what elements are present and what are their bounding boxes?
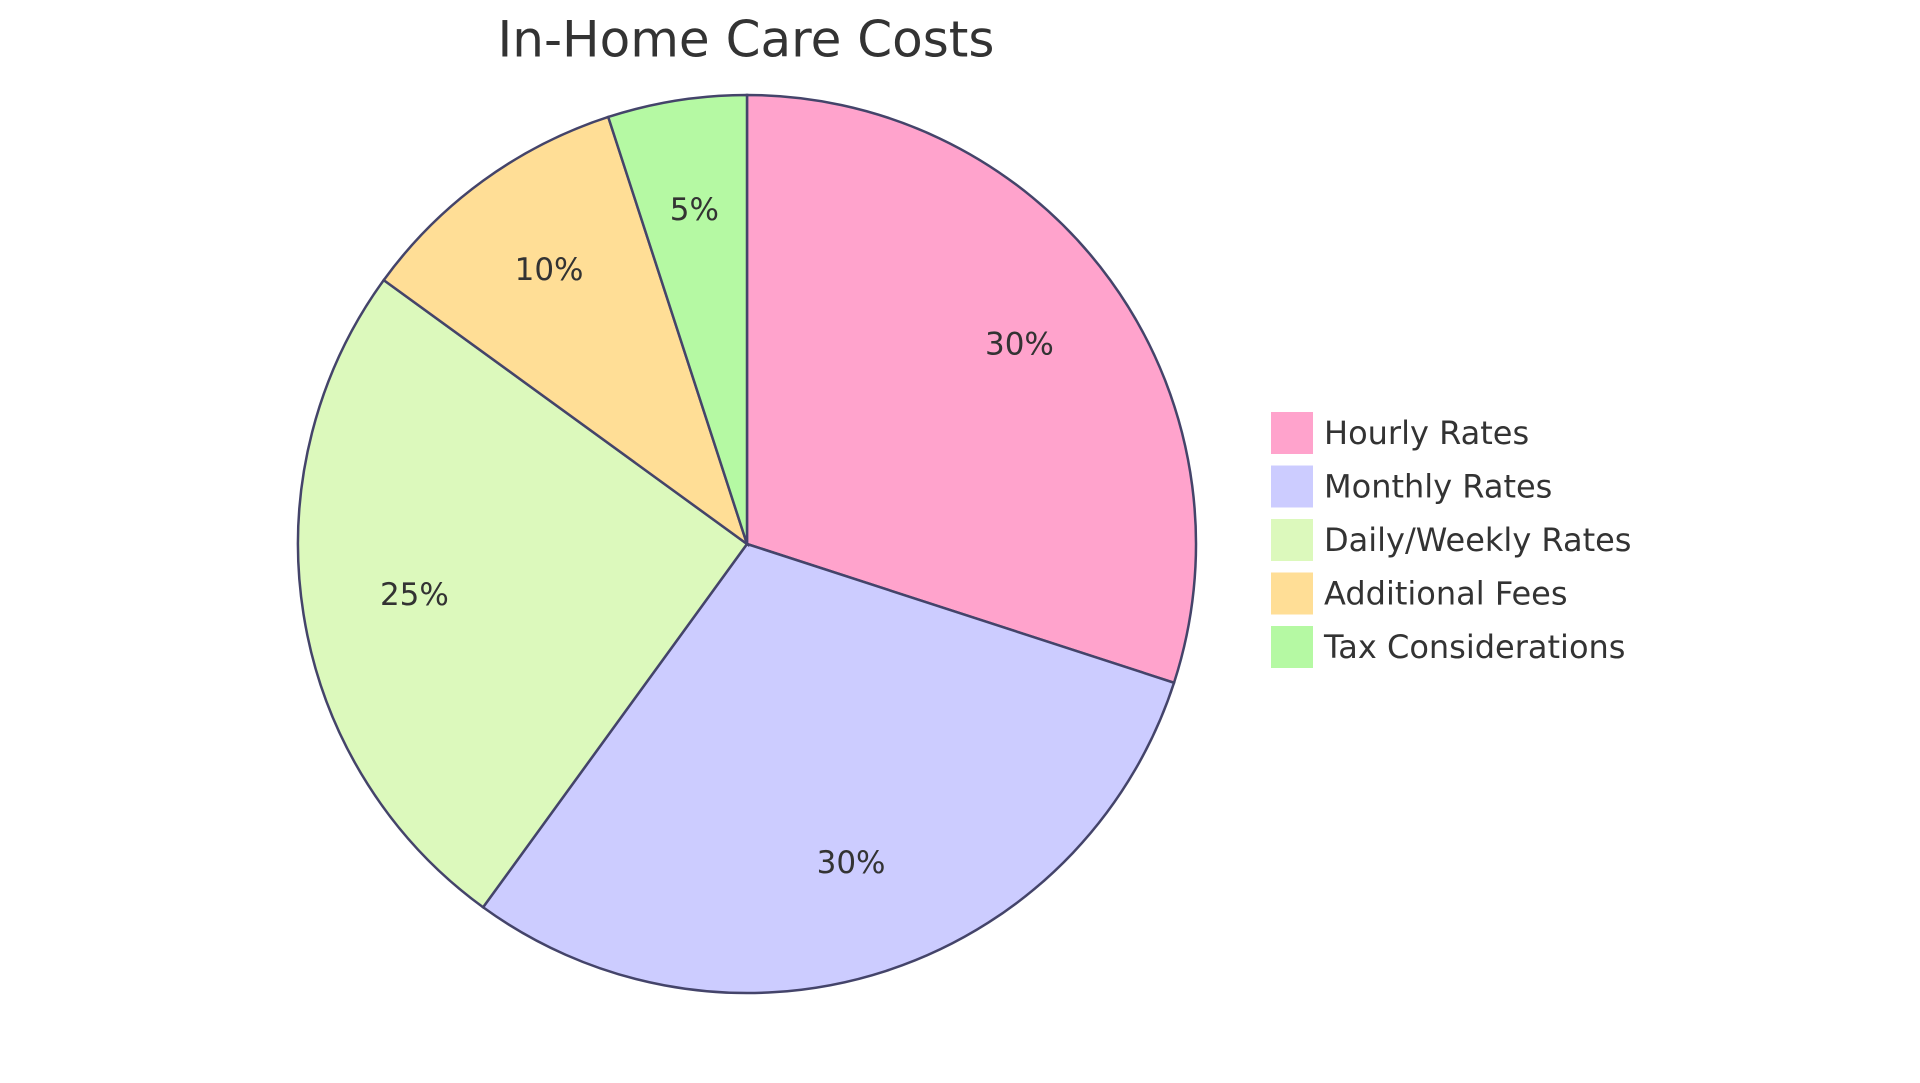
legend-label: Tax Considerations xyxy=(1323,628,1625,666)
slice-label: 30% xyxy=(817,845,886,881)
slice-label: 30% xyxy=(985,327,1054,363)
pie-slice xyxy=(606,93,749,545)
pie-slice xyxy=(745,93,1198,685)
legend-swatch xyxy=(1269,570,1315,617)
legend-swatch xyxy=(1269,517,1315,563)
slice-label: 25% xyxy=(380,577,449,613)
slice-label: 5% xyxy=(670,192,719,228)
chart-title: In-Home Care Costs xyxy=(498,11,995,69)
pie-slice xyxy=(296,278,749,909)
slice-label: 10% xyxy=(515,252,584,288)
pie-slice xyxy=(382,115,750,548)
legend-label: Monthly Rates xyxy=(1324,468,1552,506)
legend-label: Additional Fees xyxy=(1324,575,1568,613)
legend-label: Hourly Rates xyxy=(1324,414,1529,452)
pie-slice xyxy=(481,542,1176,995)
legend-swatch xyxy=(1269,624,1315,670)
legend-swatch xyxy=(1269,463,1315,510)
legend-label: Daily/Weekly Rates xyxy=(1324,521,1631,559)
legend-swatch xyxy=(1269,410,1315,456)
